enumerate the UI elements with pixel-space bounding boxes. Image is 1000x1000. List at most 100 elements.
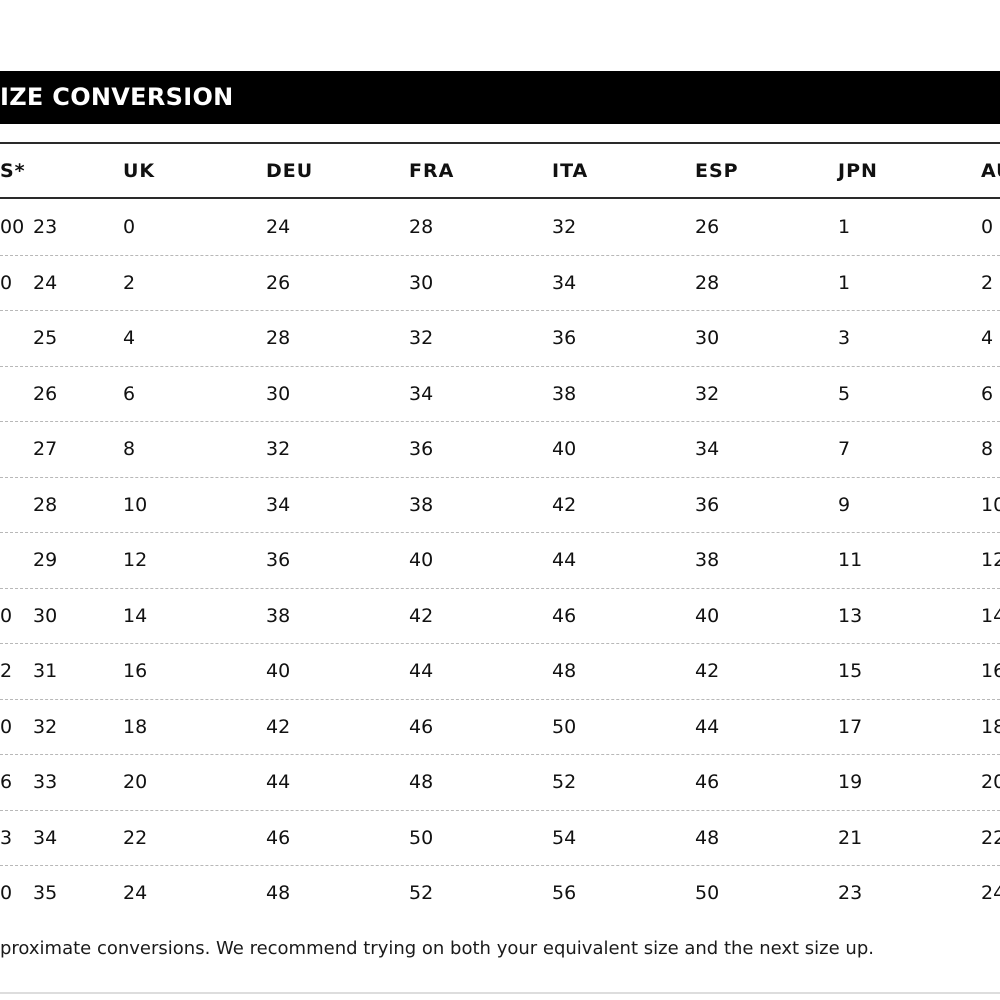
table-cell: 6 (123, 382, 136, 405)
table-cell: 44 (695, 715, 720, 738)
table-cell: 30 (409, 271, 434, 294)
table-cell: 42 (266, 715, 291, 738)
column-header: S* (0, 160, 26, 182)
table-cell: 25 (33, 327, 58, 349)
table-cell: 34 (695, 438, 720, 460)
table-cell: 30 (33, 604, 58, 627)
table-cell: 7 (838, 438, 851, 460)
table-cell: 24 (981, 882, 1000, 904)
table-cell: 3 (0, 826, 13, 849)
table-cell: 18 (981, 715, 1000, 738)
table-cell: 30 (695, 327, 720, 349)
row-divider (0, 532, 1000, 533)
table-cell: 12 (123, 549, 148, 571)
table-cell: 35 (33, 882, 58, 904)
table-cell: 0 (0, 604, 13, 627)
column-header: UK (123, 160, 156, 182)
table-cell: 34 (33, 826, 58, 849)
table-cell: 24 (123, 882, 148, 904)
table-cell: 48 (409, 771, 434, 793)
table-cell: 6 (0, 771, 13, 793)
row-divider (0, 810, 1000, 811)
table-cell: 40 (266, 660, 291, 682)
column-header: ESP (695, 160, 739, 182)
table-cell: 22 (123, 826, 148, 849)
table-cell: 48 (266, 882, 291, 904)
table-title: IZE CONVERSION (0, 83, 234, 111)
column-header: DEU (266, 160, 314, 182)
table-cell: 9 (838, 493, 851, 516)
table-cell: 28 (695, 271, 720, 294)
table-cell: 46 (695, 771, 720, 793)
table-cell: 54 (552, 826, 577, 849)
table-cell: 36 (695, 493, 720, 516)
row-divider (0, 865, 1000, 866)
table-cell: 13 (838, 604, 863, 627)
column-header: AU (981, 160, 1000, 182)
table-cell: 2 (981, 271, 994, 294)
table-cell: 26 (695, 216, 720, 238)
table-cell: 46 (266, 826, 291, 849)
table-cell: 14 (981, 604, 1000, 627)
table-top-rule (0, 142, 1000, 144)
table-cell: 48 (695, 826, 720, 849)
table-cell: 15 (838, 660, 863, 682)
table-cell: 0 (981, 216, 994, 238)
table-cell: 4 (981, 327, 994, 349)
row-divider (0, 477, 1000, 478)
table-cell: 28 (409, 216, 434, 238)
table-cell: 0 (0, 715, 13, 738)
table-cell: 36 (409, 438, 434, 460)
table-cell: 52 (552, 771, 577, 793)
row-divider (0, 421, 1000, 422)
table-cell: 36 (266, 549, 291, 571)
row-divider (0, 588, 1000, 589)
bottom-rule (0, 992, 1000, 994)
table-cell: 21 (838, 826, 863, 849)
table-cell: 3 (838, 327, 851, 349)
table-cell: 38 (695, 549, 720, 571)
table-cell: 2 (123, 271, 136, 294)
row-divider (0, 366, 1000, 367)
table-cell: 6 (981, 382, 994, 405)
table-cell: 33 (33, 771, 58, 793)
footnote: proximate conversions. We recommend tryi… (0, 938, 874, 959)
table-cell: 1 (838, 216, 851, 238)
row-divider (0, 754, 1000, 755)
table-cell: 50 (409, 826, 434, 849)
table-cell: 32 (552, 216, 577, 238)
table-cell: 29 (33, 549, 58, 571)
table-cell: 18 (123, 715, 148, 738)
table-cell: 17 (838, 715, 863, 738)
table-cell: 8 (123, 438, 136, 460)
table-cell: 50 (552, 715, 577, 738)
table-cell: 11 (838, 549, 863, 571)
table-cell: 44 (266, 771, 291, 793)
table-cell: 16 (123, 660, 148, 682)
row-divider (0, 699, 1000, 700)
table-cell: 0 (123, 216, 136, 238)
row-divider (0, 643, 1000, 644)
table-cell: 40 (695, 604, 720, 627)
table-cell: 0 (0, 882, 13, 904)
table-cell: 44 (552, 549, 577, 571)
table-cell: 20 (981, 771, 1000, 793)
table-cell: 24 (33, 271, 58, 294)
table-cell: 10 (123, 493, 148, 516)
table-cell: 38 (266, 604, 291, 627)
table-cell: 4 (123, 327, 136, 349)
table-cell: 32 (695, 382, 720, 405)
table-cell: 30 (266, 382, 291, 405)
table-cell: 32 (409, 327, 434, 349)
table-cell: 23 (838, 882, 863, 904)
table-cell: 31 (33, 660, 58, 682)
table-cell: 22 (981, 826, 1000, 849)
table-cell: 34 (409, 382, 434, 405)
table-cell: 48 (552, 660, 577, 682)
table-cell: 26 (33, 382, 58, 405)
table-cell: 34 (266, 493, 291, 516)
table-cell: 26 (266, 271, 291, 294)
table-cell: 1 (838, 271, 851, 294)
header-rule (0, 197, 1000, 199)
table-cell: 42 (409, 604, 434, 627)
